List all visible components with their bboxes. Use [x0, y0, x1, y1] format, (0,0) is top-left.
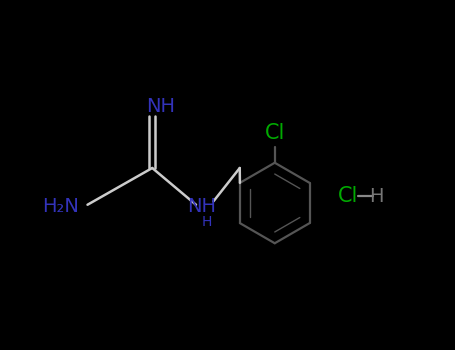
Text: NH: NH [187, 197, 216, 216]
Text: Cl: Cl [264, 123, 285, 143]
Text: H₂N: H₂N [42, 197, 79, 216]
Text: NH: NH [147, 97, 176, 116]
Text: H: H [202, 215, 212, 229]
Text: H: H [369, 187, 384, 205]
Text: Cl: Cl [338, 186, 359, 206]
